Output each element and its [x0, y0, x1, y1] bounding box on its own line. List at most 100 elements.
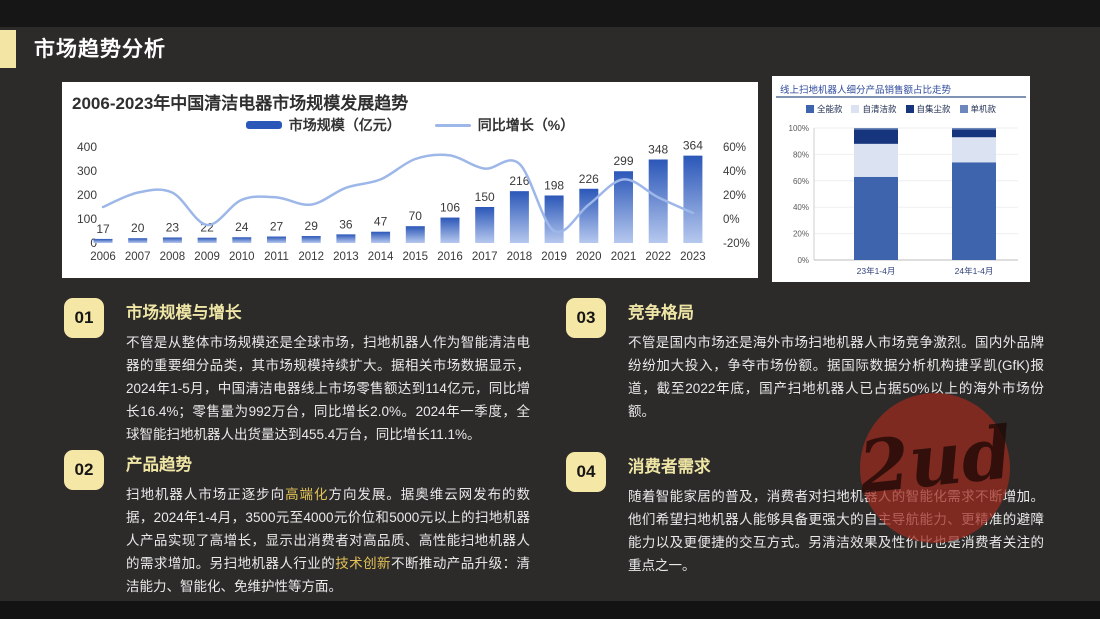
bar-swatch-icon — [245, 121, 282, 129]
svg-text:20%: 20% — [723, 190, 746, 202]
body-text: 方向发展。据奥维云网发布的数据，2024年1-4月，3500元至4000元价位和… — [126, 487, 531, 571]
svg-text:80%: 80% — [793, 150, 809, 159]
legend-label: 单机款 — [970, 104, 997, 114]
section-badge: 02 — [64, 450, 104, 490]
svg-text:47: 47 — [374, 215, 388, 229]
legend-label: 市场规模（亿元） — [288, 117, 401, 133]
main-chart-card: 2006-2023年中国清洁电器市场规模发展趋势 市场规模（亿元） 同比增长（%… — [62, 82, 758, 278]
svg-text:2021: 2021 — [611, 251, 637, 263]
svg-text:348: 348 — [648, 142, 668, 156]
body-text: 不断推动产品升级：清洁能力、智能化、免维护性等方面。 — [126, 556, 531, 594]
svg-text:100%: 100% — [789, 124, 809, 133]
legend-label: 同比增长（%） — [477, 117, 575, 133]
svg-text:2006: 2006 — [90, 251, 116, 263]
svg-text:60%: 60% — [793, 177, 809, 186]
mini-chart-legend: 全能款 自清洁款 自集尘款 单机款 — [772, 103, 1030, 115]
svg-text:2023: 2023 — [680, 251, 706, 263]
svg-text:0%: 0% — [797, 256, 809, 265]
svg-text:299: 299 — [613, 154, 633, 168]
svg-text:2016: 2016 — [437, 251, 463, 263]
svg-text:0%: 0% — [723, 214, 740, 226]
legend-swatch-icon — [959, 105, 968, 113]
section-body: 不管是国内市场还是海外市场扫地机器人市场竞争激烈。国内外品牌纷纷加大投入，争夺市… — [628, 331, 1044, 423]
svg-text:40%: 40% — [793, 203, 809, 212]
svg-text:198: 198 — [544, 178, 564, 192]
svg-text:2020: 2020 — [576, 251, 602, 263]
svg-text:2014: 2014 — [368, 251, 394, 263]
section-body: 扫地机器人市场正逐步向高端化方向发展。据奥维云网发布的数据，2024年1-4月，… — [126, 483, 530, 598]
svg-text:150: 150 — [475, 190, 495, 204]
svg-text:2008: 2008 — [160, 251, 186, 263]
legend-swatch-icon — [851, 105, 860, 113]
svg-text:2007: 2007 — [125, 251, 151, 263]
mini-legend-item: 自清洁款 — [851, 103, 897, 115]
mini-chart-divider — [776, 96, 1026, 98]
section-title: 产品趋势 — [126, 456, 192, 474]
svg-text:2015: 2015 — [403, 251, 429, 263]
svg-text:29: 29 — [305, 219, 319, 233]
svg-text:17: 17 — [96, 222, 110, 236]
legend-label: 自集尘款 — [916, 104, 951, 114]
main-chart-legend: 市场规模（亿元） 同比增长（%） — [62, 115, 758, 135]
svg-text:300: 300 — [77, 164, 97, 178]
section-consumer-demand: 04 消费者需求 随着智能家居的普及，消费者对扫地机器人的智能化需求不断增加。他… — [566, 452, 1044, 577]
section-badge: 01 — [64, 298, 104, 338]
legend-item-yoy-growth: 同比增长（%） — [434, 115, 575, 135]
svg-text:23: 23 — [166, 220, 180, 234]
svg-text:20%: 20% — [793, 230, 809, 239]
svg-text:2011: 2011 — [264, 251, 289, 263]
highlighted-text: 技术创新 — [335, 556, 391, 571]
section-title: 市场规模与增长 — [126, 304, 242, 322]
highlighted-text: 高端化 — [285, 487, 329, 502]
mini-legend-item: 单机款 — [959, 103, 997, 115]
section-product-trend: 02 产品趋势 扫地机器人市场正逐步向高端化方向发展。据奥维云网发布的数据，20… — [64, 450, 530, 598]
legend-label: 全能款 — [816, 104, 843, 114]
svg-text:40%: 40% — [723, 166, 746, 178]
section-title: 消费者需求 — [628, 458, 711, 476]
svg-text:2012: 2012 — [298, 251, 324, 263]
section-market-size: 01 市场规模与增长 不管是从整体市场规模还是全球市场，扫地机器人作为智能清洁电… — [64, 298, 530, 446]
section-body: 随着智能家居的普及，消费者对扫地机器人的智能化需求不断增加。他们希望扫地机器人能… — [628, 485, 1044, 577]
svg-text:27: 27 — [270, 220, 284, 234]
top-bar — [0, 0, 1100, 27]
svg-text:36: 36 — [339, 217, 353, 231]
legend-label: 自清洁款 — [862, 104, 897, 114]
svg-text:106: 106 — [440, 201, 460, 215]
svg-text:400: 400 — [77, 140, 97, 154]
svg-text:226: 226 — [579, 172, 599, 186]
svg-text:2010: 2010 — [229, 251, 255, 263]
main-chart-title: 2006-2023年中国清洁电器市场规模发展趋势 — [72, 94, 409, 113]
bottom-bar — [0, 601, 1100, 619]
svg-text:70: 70 — [409, 209, 423, 223]
svg-text:2019: 2019 — [541, 251, 567, 263]
svg-text:-20%: -20% — [723, 238, 750, 250]
section-competition: 03 竞争格局 不管是国内市场还是海外市场扫地机器人市场竞争激烈。国内外品牌纷纷… — [566, 298, 1044, 423]
body-text: 不管是从整体市场规模还是全球市场，扫地机器人作为智能清洁电器的重要细分品类，其市… — [126, 335, 530, 442]
mini-chart-card: 线上扫地机器人细分产品销售额占比走势 全能款 自清洁款 自集尘款 单机款 0% 20% 4… — [772, 76, 1030, 282]
svg-text:2017: 2017 — [472, 251, 498, 263]
body-text: 扫地机器人市场正逐步向 — [126, 487, 286, 502]
mini-legend-item: 全能款 — [805, 103, 843, 115]
svg-text:23年1-4月: 23年1-4月 — [857, 266, 896, 276]
main-chart-plot: 0100200300400-20%0%20%40%60%172006202007… — [77, 139, 750, 263]
mini-legend-item: 自集尘款 — [905, 103, 951, 115]
legend-item-market-size: 市场规模（亿元） — [245, 115, 401, 135]
section-badge: 04 — [566, 452, 606, 492]
svg-text:24: 24 — [235, 220, 249, 234]
svg-text:60%: 60% — [723, 142, 746, 154]
section-body: 不管是从整体市场规模还是全球市场，扫地机器人作为智能清洁电器的重要细分品类，其市… — [126, 331, 530, 446]
mini-chart-plot: 0% 20% 40% 60% 80% 100% 23年1-4月 24年1-4月 — [789, 124, 1018, 276]
svg-text:2009: 2009 — [194, 251, 220, 263]
line-swatch-icon — [434, 123, 471, 127]
svg-text:2018: 2018 — [507, 251, 533, 263]
mini-chart-title: 线上扫地机器人细分产品销售额占比走势 — [780, 85, 952, 96]
svg-text:2022: 2022 — [645, 251, 671, 263]
section-title: 竞争格局 — [628, 304, 694, 322]
svg-text:2013: 2013 — [333, 251, 359, 263]
svg-text:364: 364 — [683, 139, 703, 153]
svg-text:20: 20 — [131, 221, 145, 235]
legend-swatch-icon — [905, 105, 914, 113]
svg-text:200: 200 — [77, 188, 97, 202]
svg-text:24年1-4月: 24年1-4月 — [955, 266, 994, 276]
